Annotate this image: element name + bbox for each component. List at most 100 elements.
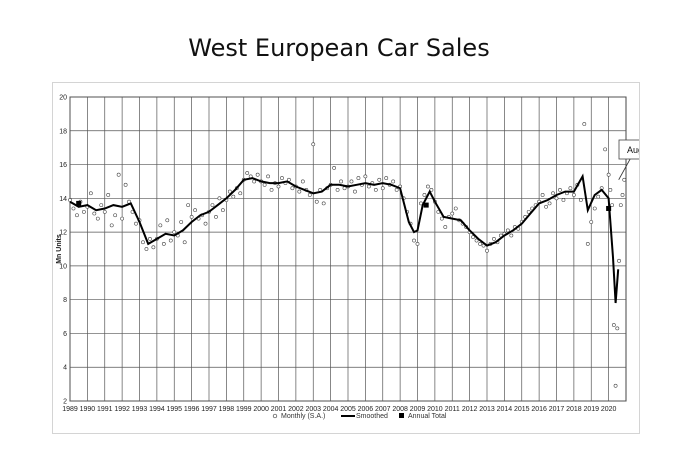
monthly-point xyxy=(618,203,623,207)
annual-series xyxy=(76,200,612,211)
monthly-point xyxy=(622,177,627,182)
x-tick-label: 1996 xyxy=(184,406,200,413)
legend-label-smoothed: Smoothed xyxy=(356,413,388,420)
x-tick-label: 2013 xyxy=(479,406,495,413)
monthly-point xyxy=(148,236,152,241)
monthly-point xyxy=(611,323,616,327)
monthly-point xyxy=(297,189,302,194)
monthly-point xyxy=(478,242,482,246)
monthly-point xyxy=(88,191,93,196)
monthly-point xyxy=(307,193,312,197)
monthly-point xyxy=(592,206,597,211)
aug-callout: Aug xyxy=(618,139,639,180)
monthly-point xyxy=(377,177,382,182)
monthly-point xyxy=(373,187,378,192)
y-tick-label: 18 xyxy=(59,128,67,135)
monthly-point xyxy=(92,211,97,216)
monthly-point xyxy=(547,201,552,206)
x-tick-label: 2012 xyxy=(462,406,478,413)
y-tick-label: 14 xyxy=(59,196,67,203)
y-tick-label: 2 xyxy=(63,399,67,406)
monthly-point xyxy=(582,122,587,126)
monthly-point xyxy=(161,242,166,246)
monthly-point xyxy=(276,184,281,189)
legend-label-annual: Annual Total xyxy=(408,413,447,420)
monthly-point xyxy=(231,194,236,199)
monthly-point xyxy=(144,247,149,251)
monthly-point xyxy=(186,203,191,207)
x-tick-label: 1993 xyxy=(132,406,148,413)
y-tick-label: 8 xyxy=(63,297,67,304)
y-tick-label: 4 xyxy=(63,365,67,372)
monthly-point xyxy=(585,242,590,246)
monthly-point xyxy=(509,233,514,238)
monthly-point xyxy=(300,179,305,184)
x-tick-label: 2007 xyxy=(375,406,391,413)
monthly-point xyxy=(332,166,337,170)
monthly-point xyxy=(120,216,125,221)
monthly-point xyxy=(349,179,354,184)
monthly-point xyxy=(561,198,566,202)
x-tick-label: 2016 xyxy=(531,406,547,413)
monthly-point xyxy=(182,240,187,245)
monthly-point xyxy=(99,203,104,207)
monthly-point xyxy=(158,223,163,228)
monthly-point xyxy=(485,248,489,253)
monthly-point xyxy=(102,209,107,214)
monthly-point xyxy=(321,201,326,206)
y-tick-label: 16 xyxy=(59,162,67,169)
monthly-point xyxy=(617,258,621,263)
monthly-point xyxy=(474,238,479,243)
callout-leader xyxy=(618,157,632,180)
axis-layer: 2 4 6 8 10 12 14 16 18 20 1989 1990 1991 1992 1993 1994… xyxy=(56,95,617,414)
monthly-point xyxy=(290,186,295,191)
monthly-point xyxy=(179,220,184,224)
monthly-point xyxy=(252,179,257,184)
monthly-point xyxy=(589,220,594,224)
legend-label-monthly: Monthly (S.A.) xyxy=(281,413,325,420)
monthly-point xyxy=(81,209,86,214)
y-tick-label: 6 xyxy=(63,331,67,338)
monthly-point xyxy=(123,182,128,187)
monthly-point xyxy=(558,187,562,192)
monthly-point xyxy=(471,235,476,240)
monthly-point xyxy=(203,221,208,226)
monthly-point xyxy=(262,182,267,187)
legend-marker-annual xyxy=(399,413,404,418)
monthly-point xyxy=(366,184,371,189)
monthly-point xyxy=(220,208,225,213)
x-tick-label: 1992 xyxy=(114,406,130,413)
monthly-point xyxy=(165,218,170,223)
monthly-point xyxy=(217,196,222,201)
x-tick-label: 1997 xyxy=(201,406,217,413)
page-title: West European Car Sales xyxy=(188,34,490,62)
y-tick-label: 12 xyxy=(59,230,67,237)
monthly-point xyxy=(141,240,145,245)
monthly-point xyxy=(363,174,368,179)
monthly-point xyxy=(189,215,194,219)
x-tick-label: 2003 xyxy=(305,406,321,413)
x-tick-label: 2014 xyxy=(497,406,513,413)
monthly-point xyxy=(384,176,389,180)
monthly-point xyxy=(172,230,177,235)
monthly-point xyxy=(113,213,118,218)
monthly-point xyxy=(615,326,620,331)
monthly-point xyxy=(578,198,583,202)
x-tick-label: 2000 xyxy=(253,406,269,413)
monthly-point xyxy=(151,245,156,250)
monthly-point xyxy=(227,189,232,194)
monthly-point xyxy=(426,184,430,189)
monthly-point xyxy=(210,203,215,207)
x-tick-label: 2011 xyxy=(445,406,460,413)
monthly-point xyxy=(568,186,573,191)
chart-svg: 2 4 6 8 10 12 14 16 18 20 1989 1990 1991 1992 1993 1994… xyxy=(56,95,639,420)
monthly-point xyxy=(238,191,243,196)
y-axis-label: Mn Units xyxy=(56,234,63,264)
monthly-point xyxy=(610,203,615,207)
monthly-point xyxy=(443,225,448,229)
monthly-point xyxy=(450,211,455,216)
monthly-point xyxy=(620,193,625,197)
x-tick-label: 2019 xyxy=(583,406,599,413)
x-tick-label: 2009 xyxy=(410,406,426,413)
x-tick-label: 1991 xyxy=(97,406,113,413)
